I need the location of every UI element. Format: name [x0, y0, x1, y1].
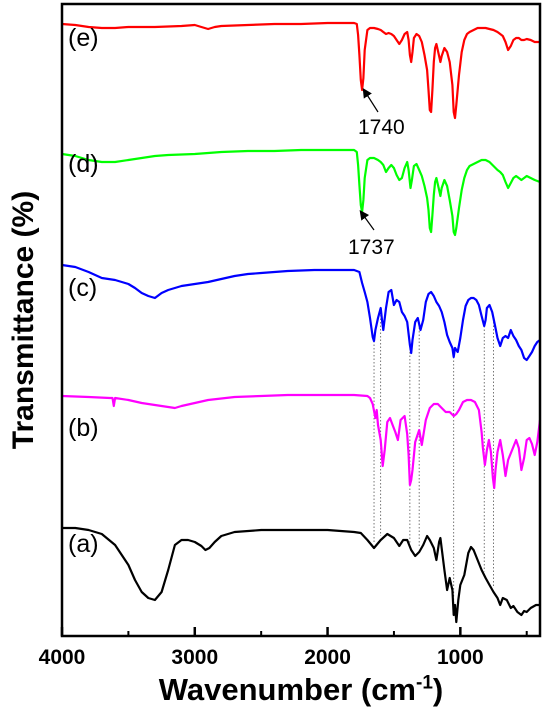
- y-axis-label-wrap: Transmittance (%): [4, 0, 44, 640]
- series-label-e: (e): [68, 24, 99, 52]
- series-label-c: (c): [68, 274, 97, 302]
- x-axis-label-exponent: -1: [416, 672, 433, 694]
- annotation-arrow-1740: [362, 87, 379, 113]
- spectrum-line-d: [61, 148, 541, 237]
- spectrum-line-c: [61, 263, 541, 362]
- x-axis-label-close: ): [432, 672, 444, 707]
- y-axis-label: Transmittance (%): [7, 190, 40, 450]
- spectrum-line-b: [61, 393, 542, 490]
- x-tick-label-2000: 2000: [304, 646, 351, 669]
- annotation-label-1740: 1740: [358, 116, 405, 139]
- x-tick-label-1000: 1000: [437, 646, 484, 669]
- plot-frame: [60, 2, 542, 638]
- x-axis-label: Wavenumber (cm-1): [62, 672, 540, 708]
- series-label-a: (a): [68, 530, 99, 558]
- series-label-d: (d): [68, 150, 99, 178]
- spectrum-line-e: [61, 21, 540, 120]
- spectrum-line-a: [62, 526, 540, 624]
- annotation-label-1737: 1737: [348, 236, 395, 259]
- x-tick-label-3000: 3000: [171, 646, 218, 669]
- x-tick-label-4000: 4000: [39, 646, 86, 669]
- annotation-arrow-1737: [359, 210, 375, 231]
- x-axis-label-text: Wavenumber (cm: [158, 672, 416, 707]
- series-label-b: (b): [68, 414, 99, 442]
